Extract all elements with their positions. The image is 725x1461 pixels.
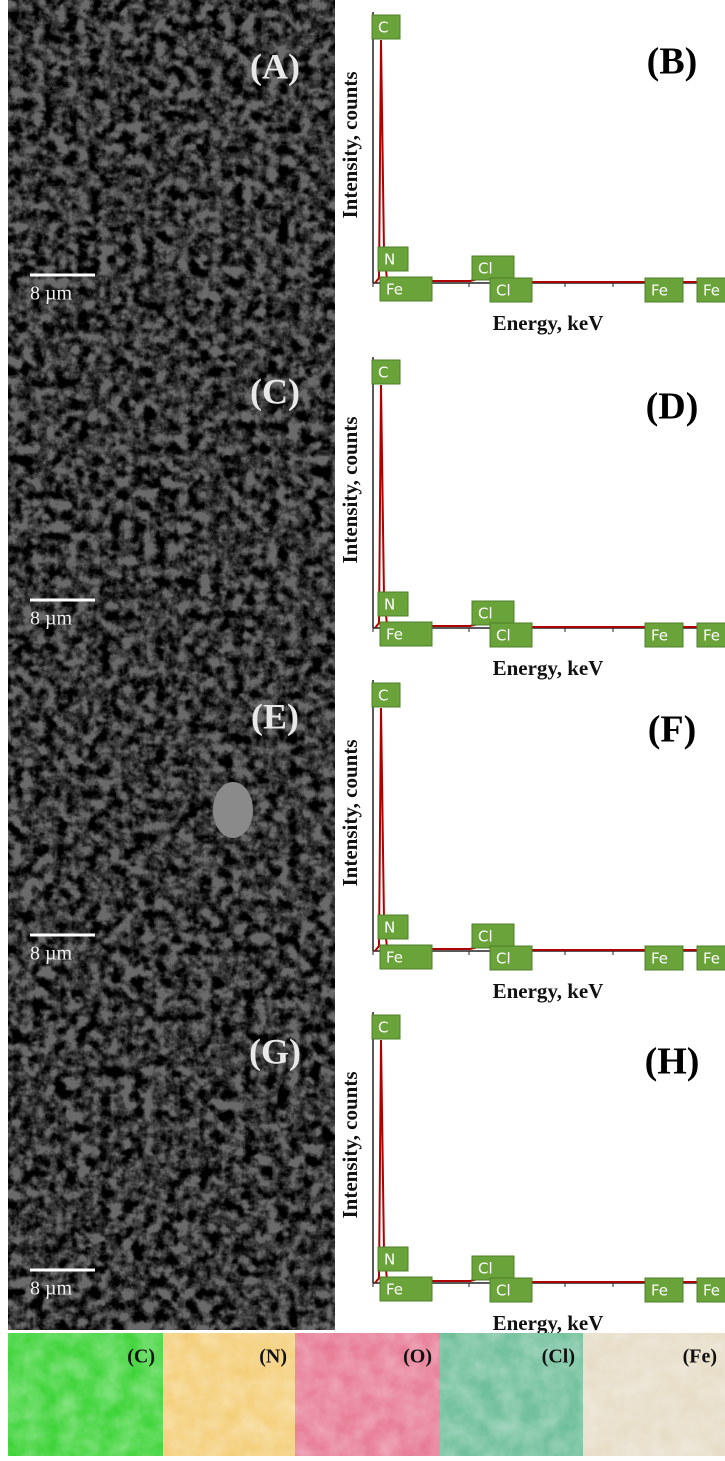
map-label: (C)	[127, 1346, 155, 1368]
peak-label: Fe	[703, 950, 720, 968]
x-axis-label: Energy, keV	[493, 311, 604, 335]
map-label: (Fe)	[683, 1346, 717, 1368]
image-label: (A)	[250, 46, 300, 86]
spectrum-label: (F)	[648, 709, 697, 751]
scale-bar-label: 8 µm	[30, 283, 73, 305]
peak-label: C	[378, 364, 388, 382]
map-label: (O)	[403, 1346, 432, 1368]
peak-label: Cl	[496, 1282, 511, 1300]
y-axis-label: Intensity, counts	[338, 416, 362, 563]
peak-label: Fe	[651, 627, 668, 645]
image-label: (E)	[251, 696, 299, 736]
peak-label: N	[384, 596, 395, 614]
map-label: (Cl)	[542, 1346, 575, 1368]
peak-label: Fe	[651, 1282, 668, 1300]
scale-bar-label: 8 µm	[30, 943, 73, 965]
peak-label: N	[384, 1251, 395, 1269]
y-axis-label: Intensity, counts	[338, 739, 362, 886]
peak-label: Fe	[386, 1281, 403, 1299]
map-label: (N)	[259, 1346, 287, 1368]
y-axis-label: Intensity, counts	[338, 71, 362, 218]
peak-label: Fe	[386, 281, 403, 299]
peak-label: Fe	[703, 1282, 720, 1300]
peak-label: Cl	[496, 282, 511, 300]
peak-label: Fe	[386, 626, 403, 644]
peak-label: Cl	[478, 260, 493, 278]
peak-label: N	[384, 251, 395, 269]
spectrum-label: (B)	[647, 41, 698, 83]
peak-label: Fe	[651, 282, 668, 300]
image-label: (G)	[249, 1031, 301, 1071]
peak-label: C	[378, 19, 388, 37]
peak-label: Fe	[703, 282, 720, 300]
peak-label: Fe	[651, 950, 668, 968]
peak-label: Cl	[478, 1260, 493, 1278]
peak-label: Cl	[496, 950, 511, 968]
particle	[213, 782, 253, 838]
y-axis-label: Intensity, counts	[338, 1071, 362, 1218]
peak-label: C	[378, 687, 388, 705]
peak-label: Cl	[478, 605, 493, 623]
peak-label: Cl	[496, 627, 511, 645]
scale-bar-label: 8 µm	[30, 1278, 73, 1300]
peak-label: Cl	[478, 928, 493, 946]
x-axis-label: Energy, keV	[493, 979, 604, 1003]
peak-label: Fe	[386, 949, 403, 967]
spectrum-label: (D)	[646, 386, 699, 428]
x-axis-label: Energy, keV	[493, 1311, 604, 1335]
peak-label: C	[378, 1019, 388, 1037]
scale-bar-label: 8 µm	[30, 608, 73, 630]
peak-label: N	[384, 919, 395, 937]
peak-label: Fe	[703, 627, 720, 645]
figure: (A)8 µmCNFeClClFeFe(B)Intensity, countsE…	[0, 0, 725, 1456]
x-axis-label: Energy, keV	[493, 656, 604, 680]
image-label: (C)	[250, 371, 300, 411]
spectrum-label: (H)	[645, 1041, 700, 1083]
